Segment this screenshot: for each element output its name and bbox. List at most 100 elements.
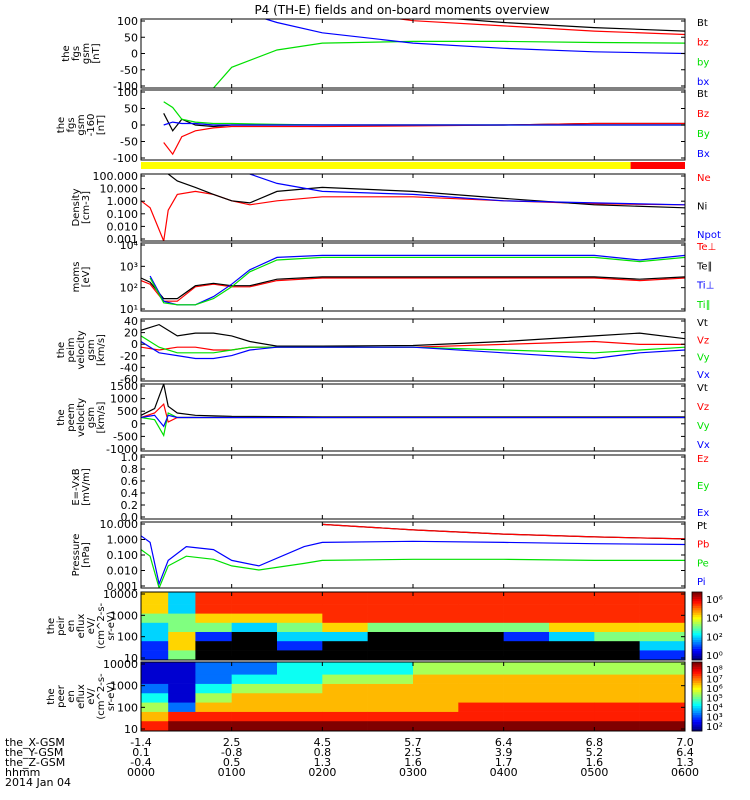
y-tick-label: 1.0 <box>121 451 139 464</box>
density-frame <box>140 173 686 242</box>
y-tick-label: 0.100 <box>107 208 139 221</box>
electron_eflux-cell <box>594 662 640 675</box>
legend-entry: Vt <box>697 318 708 329</box>
temperature-x-ticks <box>140 243 686 311</box>
electron_eflux-cell <box>458 662 504 675</box>
legend-entry: By <box>697 129 710 140</box>
electron_eflux-cell <box>549 692 595 703</box>
electron_eflux-cell <box>231 702 278 712</box>
electron_eflux-cell <box>503 702 550 712</box>
electron_eflux-cell <box>168 720 196 731</box>
temperature-series-Te⊥ <box>141 277 685 302</box>
axis-row-label: hhmm <box>5 766 40 779</box>
pressure-series-Pb <box>322 523 685 540</box>
pressure-series-Pt <box>322 523 685 540</box>
legend-entry: Vy <box>697 353 710 364</box>
ion_eflux-cell <box>322 613 368 623</box>
colorbar-tick-label: 10⁶ <box>706 595 723 606</box>
electron_eflux-cell <box>168 702 196 712</box>
ion_eflux-cell <box>639 613 685 623</box>
axis-row-value: 5.2 <box>586 746 604 759</box>
axis-row-value: 0600 <box>671 766 699 779</box>
panel-density: Ne Ni Npot 100.00010.0001.0000.1000.0100.00… <box>71 170 721 246</box>
legend-entry: Vt <box>697 383 708 394</box>
electron_eflux-cell <box>168 711 196 722</box>
electron_eflux-cell <box>594 702 640 712</box>
y-tick-label: 1000 <box>110 393 138 406</box>
pressure-y-ticks: 10.000 1.000 0.100 0.010 0.001 <box>100 518 685 593</box>
fgs_gsm_detrend-x-ticks <box>140 90 686 160</box>
ion_eflux-cell <box>367 592 414 605</box>
electron_eflux-cell <box>195 662 232 675</box>
pressure-series-Pe <box>141 549 685 588</box>
ion_eflux-cell <box>639 650 685 660</box>
electron_velocity-lines <box>141 384 685 438</box>
colorbar-tick-label: 10⁴ <box>706 703 723 714</box>
axis-row-value: 0300 <box>399 766 427 779</box>
y-tick-label: -500 <box>113 430 138 443</box>
ion_eflux-cell <box>413 640 459 651</box>
ion_eflux-cell <box>322 622 368 632</box>
electron_eflux-cell <box>458 692 504 703</box>
electron_eflux-cell <box>168 674 196 684</box>
electron_eflux-cell <box>367 674 414 684</box>
ion_eflux-cell <box>277 622 323 632</box>
y-tick-label: -60 <box>120 373 138 386</box>
ion_eflux-cell <box>413 622 459 632</box>
y-tick-label: 1000 <box>110 680 138 693</box>
density-series-Ne <box>141 190 685 241</box>
electron_eflux-cell <box>322 720 368 731</box>
electron_eflux-cell <box>503 662 550 675</box>
electron_eflux-cell <box>639 692 685 703</box>
electron_eflux-cell <box>503 692 550 703</box>
colorbar-tick-label: 10² <box>706 632 723 643</box>
ion_eflux-cell <box>195 640 232 651</box>
efield-frame <box>140 454 686 520</box>
ion_eflux-cell <box>458 640 504 651</box>
ion_eflux-cell <box>503 592 550 605</box>
electron_eflux-cell <box>277 683 323 694</box>
ion_eflux-cell <box>639 640 685 651</box>
electron_eflux-cell <box>367 720 414 731</box>
electron_eflux-y-ticks: 10000 1000 100 10 <box>103 658 685 736</box>
electron_eflux-cell <box>277 711 323 722</box>
panel-electron_velocity: VtVzVyVx150010005000-500-1000thepeemvelo… <box>56 380 710 456</box>
axis-row-value: 5.7 <box>404 736 422 749</box>
legend-entry: Bt <box>697 89 708 100</box>
fgs_gsm_detrend-series-By <box>163 101 685 126</box>
electron_eflux-x-ticks <box>140 662 686 731</box>
electron_eflux-cell <box>594 692 640 703</box>
ion_eflux-cell <box>639 622 685 632</box>
legend-entry: Vx <box>697 440 710 451</box>
y-tick-label: 0 <box>131 338 138 351</box>
ion_eflux-cell <box>231 604 278 614</box>
electron_velocity-legend: Vt Vz Vy Vx <box>697 383 710 451</box>
electron_eflux-spectrogram <box>141 662 685 731</box>
ion_eflux-cell <box>549 631 595 642</box>
y-tick-label: 10¹ <box>120 303 138 316</box>
y-tick-label: 500 <box>117 405 138 418</box>
status-bar-yellow <box>141 162 631 169</box>
ion_eflux-cell <box>413 650 459 660</box>
status-bar-red <box>630 162 685 169</box>
legend-entry: Ne <box>697 173 711 184</box>
fgs_gsm-ylabel: thefgsgsm[nT] <box>61 43 102 64</box>
date-label: 2014 Jan 04 <box>5 776 71 789</box>
ion_velocity-series-Vy <box>141 335 685 354</box>
ion_eflux-cell <box>549 613 595 623</box>
y-tick-label: 1500 <box>110 380 138 393</box>
electron_eflux-cell <box>141 683 169 694</box>
legend-entry: by <box>697 57 709 68</box>
ion_velocity-lines <box>141 323 685 360</box>
ion_eflux-cell <box>168 604 196 614</box>
y-tick-label: 10000 <box>103 588 138 601</box>
ion_eflux-cell <box>322 604 368 614</box>
ion_velocity-series-Vt <box>141 323 685 347</box>
electron_eflux-cell <box>549 683 595 694</box>
ion_eflux-cell <box>195 622 232 632</box>
electron_eflux-cell <box>322 702 368 712</box>
panel-fgs_gsm: Bt bz by bx 100 50 0 -50 -100 thefgsgsm[nT] <box>61 15 709 93</box>
ion_eflux-cell <box>141 592 169 605</box>
ion_eflux-cell <box>277 640 323 651</box>
